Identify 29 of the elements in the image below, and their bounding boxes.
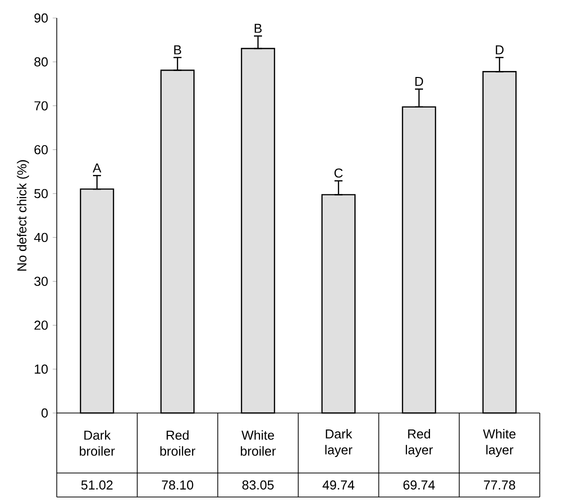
data-label: 69.74 bbox=[403, 480, 435, 490]
y-axis-title: No defect chick (%) bbox=[16, 160, 29, 271]
data-label: 77.78 bbox=[484, 480, 516, 490]
y-tick-label: 40 bbox=[34, 232, 48, 242]
y-tick-label: 30 bbox=[34, 276, 48, 286]
x-tick-label: Red layer bbox=[406, 428, 433, 458]
x-tick-label: Dark layer bbox=[325, 428, 352, 458]
annotation: C bbox=[334, 168, 343, 178]
y-tick-label: 80 bbox=[34, 57, 48, 66]
annotation: D bbox=[496, 45, 504, 54]
annotation: B bbox=[254, 24, 262, 33]
data-label: 83.05 bbox=[242, 480, 274, 490]
annotation: B bbox=[174, 45, 182, 54]
y-tick-label: 20 bbox=[34, 320, 48, 330]
y-tick-label: 60 bbox=[34, 145, 48, 154]
y-tick-label: 50 bbox=[34, 188, 48, 198]
x-tick-label: White layer bbox=[483, 428, 516, 458]
data-label: 51.02 bbox=[81, 480, 113, 490]
x-tick-label: Red broiler bbox=[160, 430, 196, 456]
y-tick-label: 0 bbox=[42, 408, 48, 418]
annotation: D bbox=[415, 77, 424, 86]
x-tick-label: Dark broiler bbox=[80, 430, 115, 456]
data-label: 78.10 bbox=[162, 480, 194, 490]
y-tick-label: 70 bbox=[34, 101, 48, 110]
data-label: 49.74 bbox=[322, 480, 354, 490]
x-tick-label: White broiler bbox=[240, 430, 276, 456]
annotation: A bbox=[92, 163, 102, 172]
y-tick-label: 10 bbox=[34, 364, 48, 374]
y-tick-label: 90 bbox=[34, 13, 48, 23]
